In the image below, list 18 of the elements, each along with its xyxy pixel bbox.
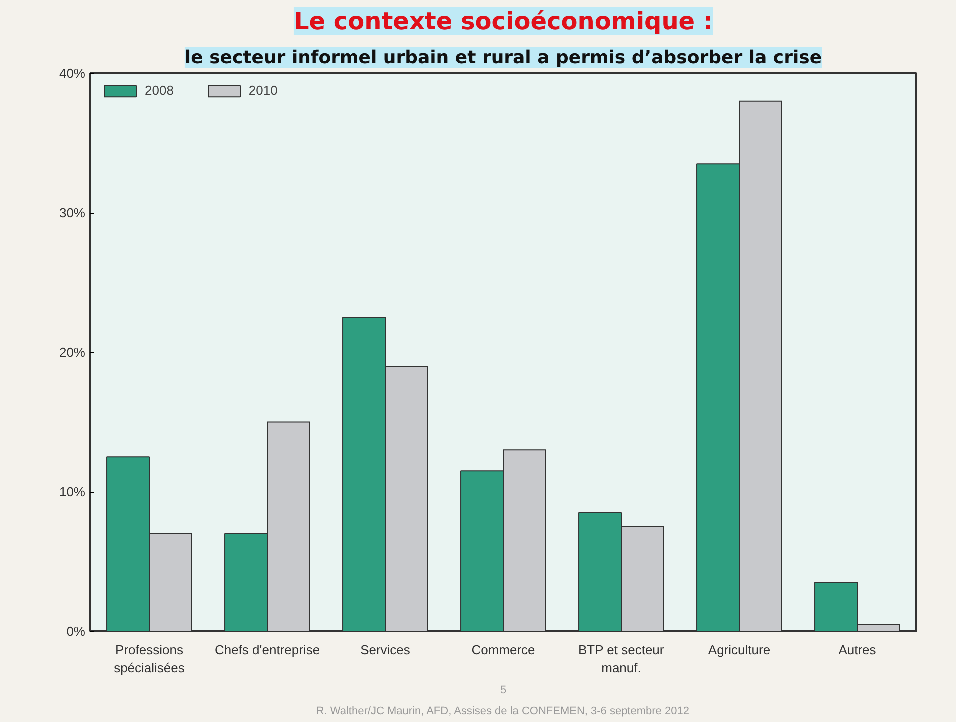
y-tick-label: 40% [59,66,86,81]
x-tick-label: Commerce [472,642,536,658]
y-tick-label: 20% [59,345,86,360]
legend-label: 2008 [145,83,174,98]
x-tick-label: Professions spécialisées [114,642,186,676]
chart-subtitle: le secteur informel urbain et rural a permis d’absorber la crise [184,48,822,68]
text: 5 [500,684,507,696]
text: R. Walther/JC Maurin, AFD, Assises de la CONFEMEN, 3-6 septembre 2012 [316,706,690,718]
x-tick-label: Chefs d'entreprise [214,642,320,658]
y-tick-label: 10% [59,484,86,500]
x-tick-label: Agriculture [708,642,771,658]
y-tick-label: 30% [59,206,86,220]
chart-title: Le contexte socioéconomique : [294,8,714,36]
x-tick-label: Autres [838,642,877,658]
x-tick-label: BTP et secteur manuf. [578,642,665,676]
legend-label: 2010 [248,83,278,98]
y-tick-label: 0% [66,624,86,639]
x-tick-label: Services [360,642,411,658]
